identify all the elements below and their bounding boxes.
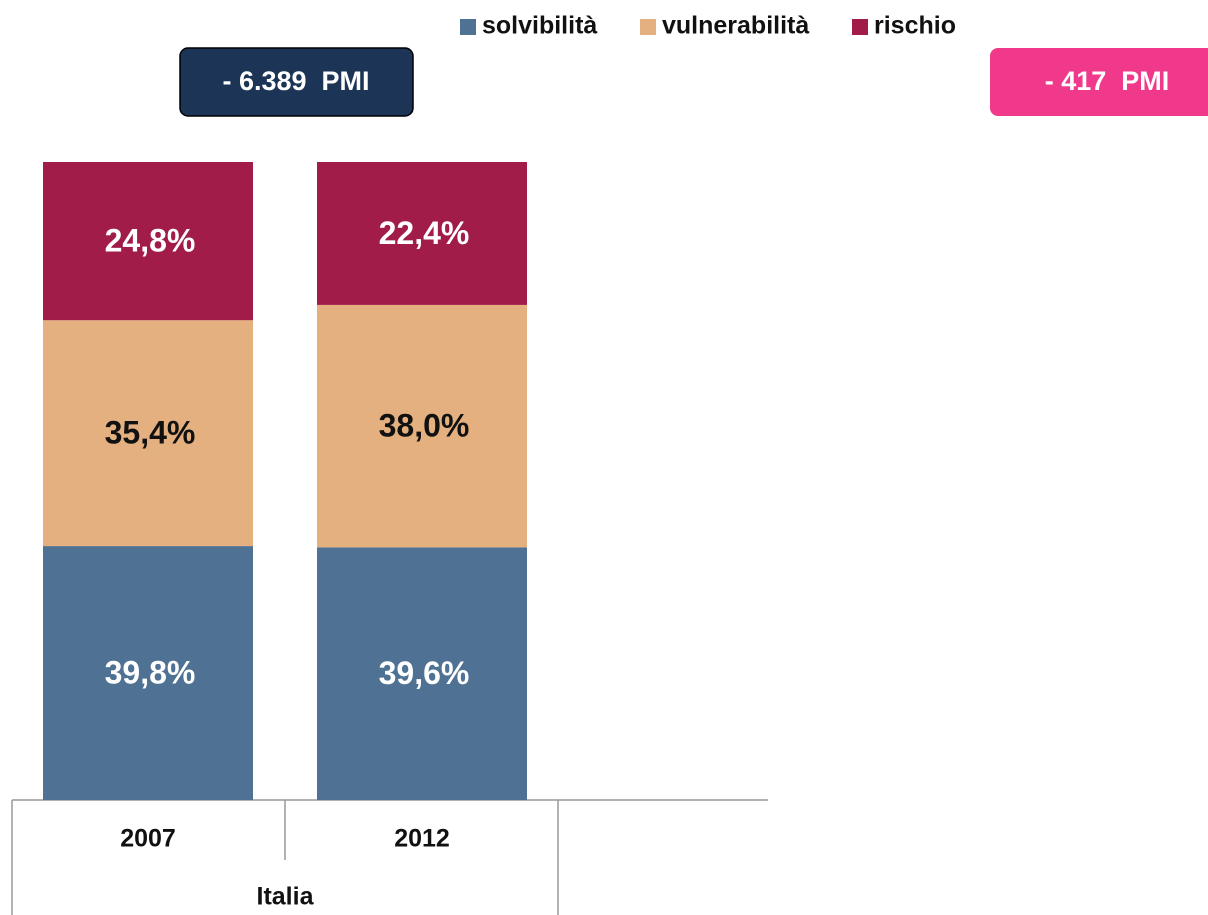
- legend-swatch: [640, 19, 656, 35]
- value-label: 39,8%: [105, 654, 196, 690]
- annotation-box: [990, 48, 1208, 116]
- value-label: 35,4%: [105, 415, 196, 451]
- value-label: 22,4%: [379, 215, 470, 251]
- bar-segment: [317, 304, 527, 548]
- legend-swatch: [460, 19, 476, 35]
- annotation: - 6.389 PMI: [222, 66, 369, 96]
- value-label: 39,6%: [379, 655, 470, 691]
- bar-segment: [43, 320, 253, 547]
- annotation: - 417 PMI: [1045, 66, 1170, 96]
- legend-label: solvibilità: [482, 12, 597, 40]
- x-tick-label: 2007: [120, 825, 176, 853]
- legend-label: vulnerabilità: [662, 12, 809, 40]
- bar-segment: [43, 162, 253, 321]
- bar-segment: [317, 547, 527, 800]
- value-label: 24,8%: [105, 223, 196, 259]
- x-tick-label: 2012: [394, 825, 450, 853]
- annotation-box: [179, 47, 414, 117]
- legend-label: rischio: [874, 12, 956, 40]
- value-label: 38,0%: [379, 408, 470, 444]
- legend-swatch: [852, 19, 868, 35]
- group-label: Italia: [257, 883, 315, 911]
- bar-segment: [317, 162, 527, 305]
- bar-segment: [43, 546, 253, 800]
